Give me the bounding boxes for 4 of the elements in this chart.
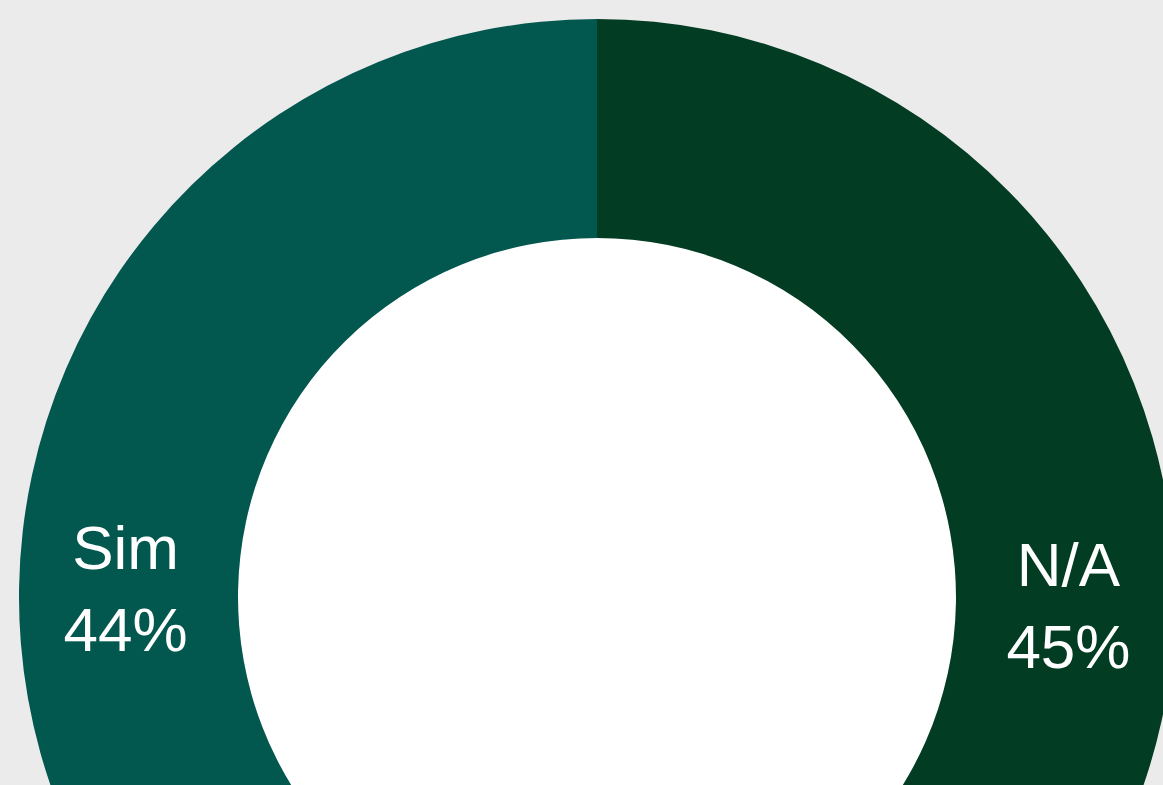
slice-label: N/A [1016,529,1121,599]
slice-label: Sim [72,513,179,583]
data-label: 45% [1006,611,1131,681]
data-label: 44% [63,595,188,665]
